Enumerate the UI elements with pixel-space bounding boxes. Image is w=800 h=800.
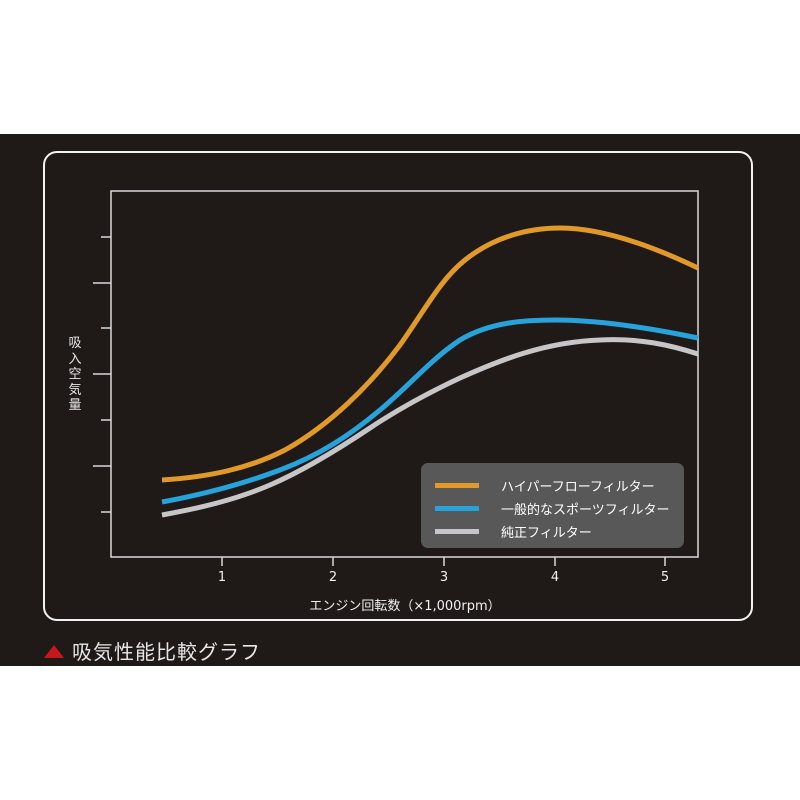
x-tick-label: 3 — [439, 570, 449, 585]
chart-caption: 吸気性能比較グラフ — [44, 636, 261, 665]
series-line-stock-filter — [161, 337, 699, 518]
series-line-hyper-flow-filter — [161, 225, 700, 483]
legend-item-sport: 一般的なスポーツフィルター — [435, 498, 669, 518]
red-triangle-icon — [44, 645, 64, 658]
series-line-sport-filter — [161, 317, 699, 505]
x-tick-label: 2 — [328, 570, 338, 585]
legend-label: 一般的なスポーツフィルター — [501, 502, 670, 518]
legend-swatch-orange — [435, 482, 479, 488]
legend-item-stock: 純正フィルター — [435, 521, 592, 541]
y-axis-label-char: 空 — [68, 367, 82, 382]
x-tick-label: 4 — [550, 570, 560, 585]
chart-legend: ハイパーフローフィルター 一般的なスポーツフィルター 純正フィルター — [421, 463, 684, 548]
y-axis-label-char: 気 — [68, 382, 82, 398]
legend-swatch-gray — [435, 528, 479, 534]
chart-background — [0, 134, 800, 666]
x-tick-label: 5 — [660, 570, 670, 585]
legend-swatch-blue — [435, 505, 479, 511]
x-ticks — [221, 557, 666, 566]
legend-label: ハイパーフローフィルター — [501, 479, 655, 495]
legend-label: 純正フィルター — [501, 525, 592, 541]
x-axis-label: エンジン回転数（×1,000rpm） — [309, 599, 501, 614]
x-tick-label: 1 — [217, 570, 227, 585]
y-axis-label-char: 吸 — [68, 336, 82, 351]
legend-item-hyper-flow: ハイパーフローフィルター — [435, 475, 655, 495]
y-axis-label-char: 量 — [68, 398, 82, 413]
y-axis-label: 吸 入 空 気 量 — [64, 336, 86, 414]
y-axis-label-char: 入 — [68, 351, 82, 367]
chart-panel-border — [43, 151, 753, 621]
y-ticks — [93, 236, 111, 513]
caption-title: 吸気性能比較グラフ — [72, 640, 261, 664]
